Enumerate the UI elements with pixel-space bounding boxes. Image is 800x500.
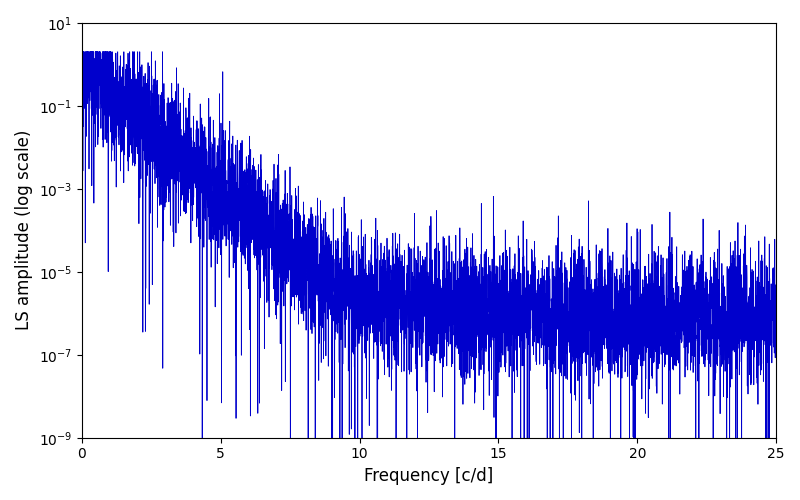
X-axis label: Frequency [c/d]: Frequency [c/d] [364,467,494,485]
Y-axis label: LS amplitude (log scale): LS amplitude (log scale) [15,130,33,330]
